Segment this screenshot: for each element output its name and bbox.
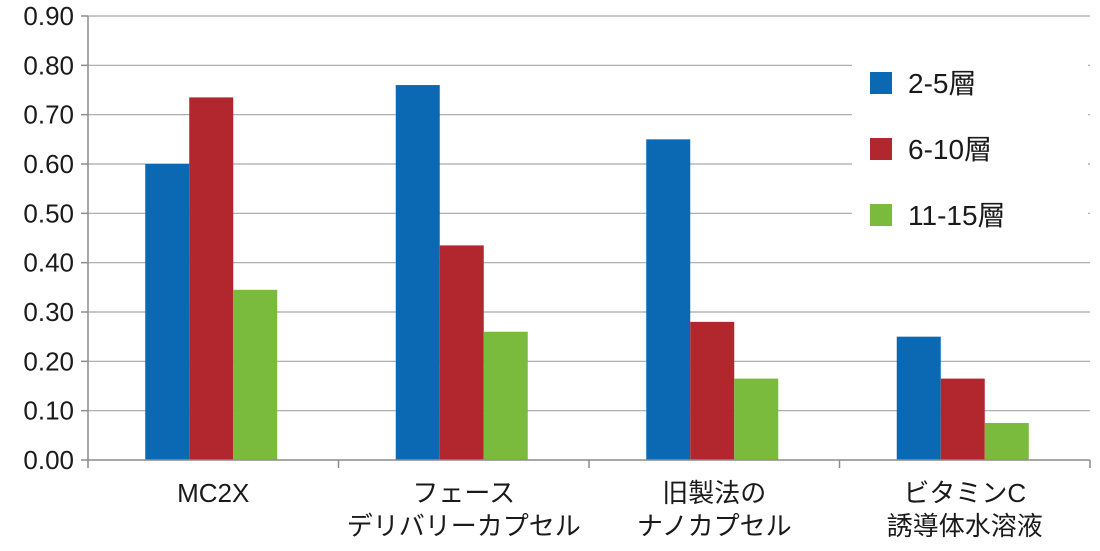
x-tick-label-line: デリバリーカプセル (347, 511, 581, 541)
x-tick-label: ビタミンC 誘導体水溶液 (887, 478, 1043, 541)
legend-label: 2-5層 (908, 68, 976, 99)
x-tick-label-line: 誘導体水溶液 (887, 511, 1043, 541)
bar (734, 378, 779, 460)
x-tick-label-line: ナノカプセル (637, 511, 792, 541)
x-tick-label-line: ビタミンC (903, 478, 1026, 508)
y-tick-label: 0.40 (23, 248, 74, 278)
legend-swatch (870, 204, 892, 226)
bar (395, 85, 440, 461)
y-tick-label: 0.00 (23, 445, 74, 475)
bar (189, 97, 234, 461)
legend: 2-5層 6-10層 11-15層 (852, 52, 1088, 260)
legend-label: 11-15層 (908, 200, 1006, 231)
y-tick-label: 0.60 (23, 149, 74, 179)
y-tick-label: 0.10 (23, 396, 74, 426)
bars (145, 85, 1029, 461)
legend-label: 6-10層 (908, 134, 992, 165)
bar (483, 331, 528, 460)
y-tick-label: 0.50 (23, 198, 74, 228)
bar (145, 164, 190, 460)
y-axis-ticks: 0.00 0.10 0.20 0.30 0.40 0.50 0.60 0.70 0.80 0.90 (23, 1, 74, 475)
legend-swatch (870, 72, 892, 94)
y-tick-label: 0.20 (23, 346, 74, 376)
x-tick-label-line: フェース (412, 478, 515, 508)
x-tick-label-line: MC2X (177, 478, 249, 508)
bar (984, 423, 1029, 460)
bar (233, 289, 278, 460)
x-tick-label: 旧製法のナノカプセル (637, 478, 792, 541)
bar (646, 139, 691, 461)
bar (896, 336, 941, 460)
bar (940, 378, 985, 460)
axes (81, 15, 1091, 468)
y-tick-label: 0.90 (23, 1, 74, 31)
x-tick-label: フェースデリバリーカプセル (347, 478, 581, 541)
x-tick-label: MC2X (177, 478, 249, 508)
y-tick-label: 0.80 (23, 50, 74, 80)
x-tick-label-line: 旧製法の (662, 478, 766, 508)
bar (690, 321, 735, 460)
legend-swatch (870, 138, 892, 160)
y-tick-label: 0.70 (23, 100, 74, 130)
bar (439, 245, 484, 460)
y-tick-label: 0.30 (23, 297, 74, 327)
